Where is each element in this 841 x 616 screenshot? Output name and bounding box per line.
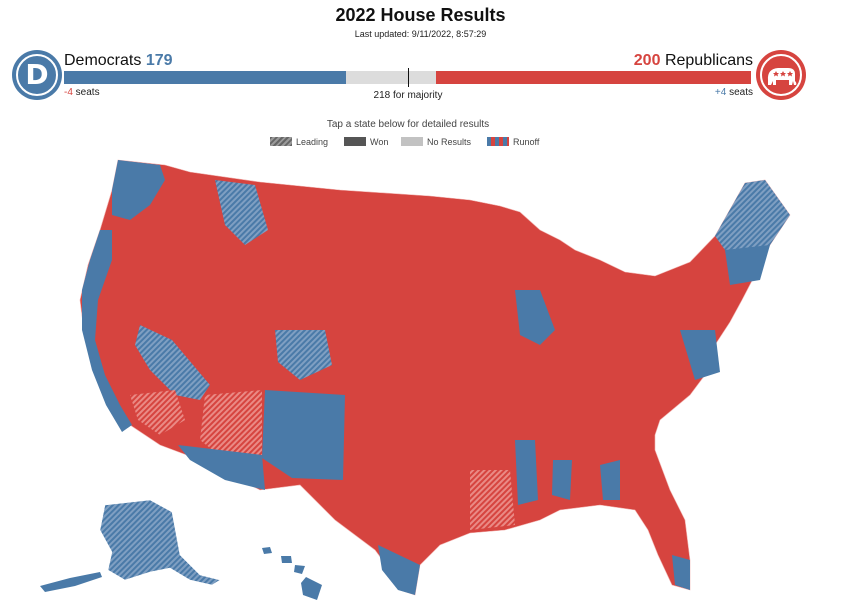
- republican-seat-change: +4 seats: [715, 87, 753, 98]
- legend-won: Won: [344, 137, 388, 147]
- republican-elephant-icon: [756, 50, 806, 100]
- democrat-name: Democrats: [64, 52, 142, 69]
- elephant-icon: [767, 68, 797, 85]
- south-texas-districts[interactable]: [378, 545, 420, 595]
- state-alaska[interactable]: [99, 499, 221, 586]
- state-washington[interactable]: [112, 160, 165, 220]
- republican-change-value: +4: [714, 87, 727, 98]
- legend-leading-label: Leading: [296, 137, 329, 147]
- republican-logo-ring: [760, 54, 802, 96]
- mississippi-delta-district[interactable]: [515, 440, 538, 505]
- legend-leading: Leading: [270, 137, 328, 147]
- republican-seat-count: 200: [633, 52, 661, 69]
- legend-runoff-label: Runoff: [513, 137, 540, 147]
- instruction-text: Tap a state below for detailed results: [326, 119, 490, 130]
- us-house-map[interactable]: [0, 150, 841, 616]
- alaska-aleutians[interactable]: [40, 572, 102, 592]
- democrat-label: Democrats 179: [64, 52, 173, 70]
- won-swatch: [344, 137, 366, 146]
- florida-south-districts[interactable]: [672, 555, 690, 590]
- runoff-swatch: [487, 137, 509, 146]
- democrat-seat-bar: [64, 71, 346, 84]
- republican-label: 200 Republicans: [634, 52, 753, 70]
- alabama-district[interactable]: [552, 460, 572, 500]
- legend-no-results: No Results: [401, 137, 471, 147]
- majority-marker: [408, 68, 409, 87]
- mid-atlantic-districts[interactable]: [680, 330, 720, 380]
- majority-label: 218 for majority: [373, 90, 443, 101]
- colorado-utah-districts[interactable]: [275, 330, 332, 380]
- republican-change-unit: seats: [726, 87, 753, 98]
- page-title: 2022 House Results: [335, 5, 506, 25]
- undecided-seat-bar: [346, 71, 436, 84]
- illinois-districts[interactable]: [515, 290, 555, 345]
- democrat-change-unit: seats: [72, 87, 100, 98]
- arizona-districts[interactable]: [200, 390, 262, 460]
- last-updated: Last updated: 9/11/2022, 8:57:29: [354, 29, 487, 39]
- georgia-districts[interactable]: [600, 460, 620, 500]
- democrat-seat-count: 179: [145, 52, 173, 69]
- democrat-logo-icon: D: [12, 50, 62, 100]
- louisiana-districts[interactable]: [470, 470, 515, 530]
- nevada-districts[interactable]: [135, 325, 210, 400]
- arizona-south-districts[interactable]: [178, 445, 265, 490]
- leading-swatch: [270, 137, 292, 146]
- new-england-south-districts[interactable]: [725, 245, 770, 285]
- legend-won-label: Won: [370, 137, 389, 147]
- democrat-logo-ring: [16, 54, 58, 96]
- legend-no-results-label: No Results: [427, 137, 472, 147]
- montana-west-districts[interactable]: [215, 180, 268, 245]
- state-hawaii[interactable]: [262, 547, 322, 600]
- republican-seat-bar: [436, 71, 751, 84]
- no-results-swatch: [401, 137, 423, 146]
- democrat-logo-letter: D: [25, 58, 49, 91]
- west-coast-districts[interactable]: [82, 230, 132, 432]
- legend-runoff: Runoff: [487, 137, 539, 147]
- democrat-change-value: -4: [64, 87, 73, 98]
- california-central-districts[interactable]: [130, 390, 185, 435]
- state-new-mexico[interactable]: [262, 390, 345, 480]
- new-england-districts[interactable]: [715, 180, 790, 255]
- democrat-seat-change: -4 seats: [64, 87, 100, 98]
- republican-name: Republicans: [664, 52, 753, 69]
